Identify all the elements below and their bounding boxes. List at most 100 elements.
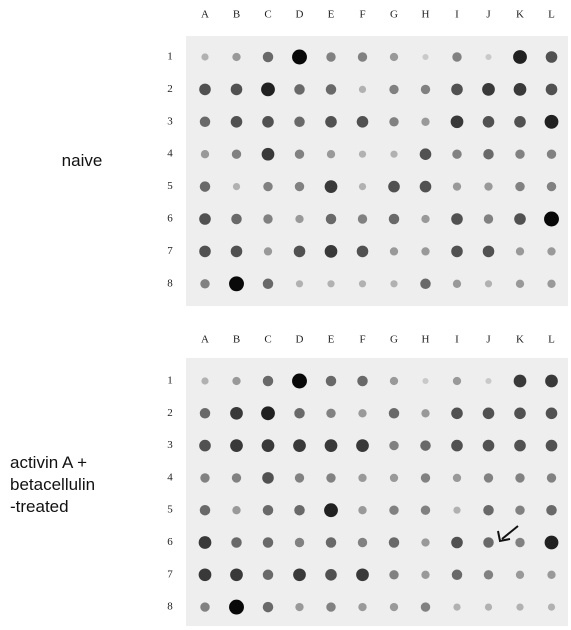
spot — [295, 150, 304, 159]
column-label: I — [455, 334, 459, 346]
column-label: B — [233, 9, 240, 21]
spot — [484, 214, 493, 223]
panel-label: naive — [62, 151, 103, 170]
spot — [453, 507, 460, 514]
spot — [325, 569, 337, 581]
spot — [359, 86, 366, 93]
spot — [326, 376, 337, 387]
spot — [453, 474, 461, 482]
spot — [325, 439, 338, 452]
spot — [199, 440, 211, 452]
spot — [262, 439, 275, 452]
column-label: E — [328, 9, 335, 21]
spot — [199, 246, 211, 258]
spot — [485, 378, 491, 384]
spot — [326, 473, 335, 482]
spot — [199, 84, 211, 96]
spot — [263, 537, 274, 548]
column-label: K — [516, 9, 524, 21]
column-label: F — [359, 9, 365, 21]
spot — [230, 568, 243, 581]
spot — [326, 537, 337, 548]
spot — [357, 116, 369, 128]
spot — [358, 506, 366, 514]
spot — [358, 214, 367, 223]
spot — [358, 538, 367, 547]
spot — [421, 409, 429, 417]
column-label: D — [296, 9, 304, 21]
spot — [516, 280, 524, 288]
spot — [326, 409, 335, 418]
spot — [229, 276, 244, 291]
column-label: L — [548, 334, 555, 346]
spot — [232, 150, 241, 159]
spot — [292, 50, 307, 65]
spot — [515, 473, 524, 482]
spot — [390, 247, 398, 255]
spot — [421, 602, 430, 611]
row-label: 2 — [167, 83, 173, 95]
spot — [421, 473, 430, 482]
spot — [199, 536, 212, 549]
spot — [389, 117, 398, 126]
spot — [294, 505, 305, 516]
spot — [359, 280, 366, 287]
spot — [451, 84, 463, 96]
spot — [516, 247, 524, 255]
spot — [295, 473, 304, 482]
spot — [200, 279, 209, 288]
spot — [295, 603, 303, 611]
spot — [421, 118, 429, 126]
blot-background — [186, 358, 568, 626]
column-label: A — [201, 9, 209, 21]
spot — [359, 151, 366, 158]
panel-label: -treated — [10, 497, 69, 516]
spot — [327, 150, 335, 158]
spot — [232, 506, 240, 514]
spot — [356, 439, 369, 452]
spot — [389, 85, 398, 94]
spot — [484, 570, 493, 579]
spot — [453, 377, 461, 385]
column-label: I — [455, 9, 459, 21]
spot — [326, 52, 335, 61]
spot — [389, 214, 400, 225]
spot — [544, 212, 559, 227]
spot — [547, 247, 555, 255]
spot — [548, 604, 555, 611]
spot — [292, 374, 307, 389]
spot — [547, 182, 556, 191]
spot — [546, 408, 558, 420]
spot — [358, 409, 366, 417]
spot — [451, 408, 463, 420]
spot — [294, 84, 305, 95]
spot — [294, 117, 305, 128]
spot — [389, 506, 398, 515]
row-label: 6 — [167, 213, 173, 225]
spot — [389, 408, 400, 419]
spot — [546, 505, 557, 516]
spot — [388, 181, 400, 193]
row-label: 5 — [167, 504, 173, 516]
spot — [485, 280, 492, 287]
spot — [420, 181, 432, 193]
spot — [421, 506, 430, 515]
panel-label: activin A + — [10, 453, 87, 472]
spot — [485, 54, 491, 60]
column-label: D — [296, 334, 304, 346]
spot — [547, 280, 555, 288]
spot — [230, 407, 243, 420]
spot — [295, 182, 304, 191]
spot — [326, 214, 337, 225]
row-label: 6 — [167, 536, 173, 548]
row-label: 8 — [167, 277, 173, 289]
spot — [483, 149, 494, 160]
spot — [356, 568, 369, 581]
spot — [514, 213, 526, 225]
spot — [514, 116, 526, 128]
spot — [201, 53, 208, 60]
row-label: 3 — [167, 115, 173, 127]
spot — [233, 183, 240, 190]
spot — [515, 150, 524, 159]
spot — [263, 279, 274, 290]
